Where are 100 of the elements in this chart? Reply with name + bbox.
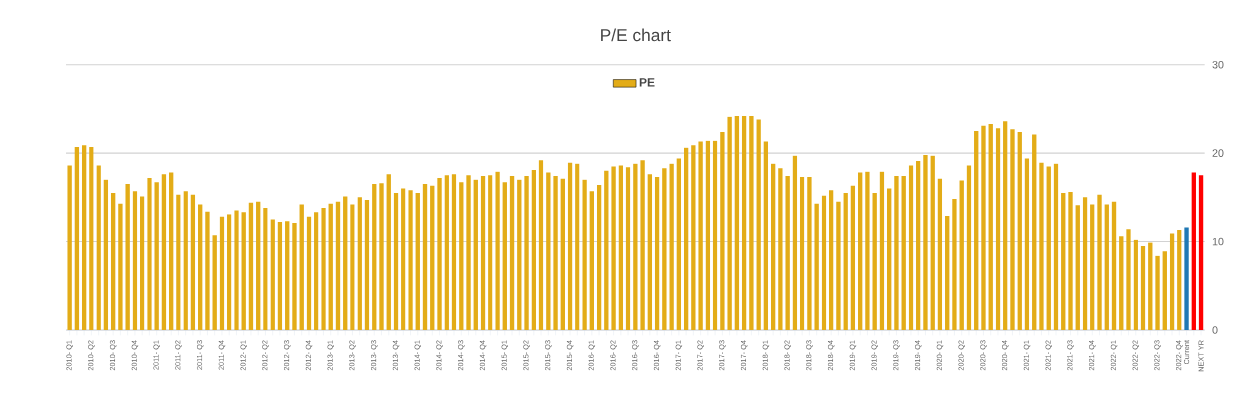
- bar: [198, 204, 203, 330]
- bar: [966, 165, 972, 330]
- bar: [959, 180, 964, 330]
- legend-label: PE: [639, 78, 655, 87]
- bar: [1010, 129, 1015, 330]
- bar: [451, 174, 457, 330]
- bar: [1032, 134, 1037, 330]
- bar: [1119, 236, 1124, 330]
- bar: [981, 125, 986, 330]
- y-tick-label: 0: [1212, 326, 1218, 334]
- bar: [1090, 204, 1095, 330]
- bar: [1017, 131, 1022, 330]
- bar: [1003, 121, 1008, 330]
- bar: [582, 179, 587, 330]
- bar: [321, 207, 326, 330]
- bar: [618, 165, 624, 330]
- bar: [285, 221, 290, 330]
- bar: [118, 203, 123, 330]
- bar: [821, 195, 827, 330]
- bar: [538, 160, 544, 330]
- bar: [647, 174, 653, 330]
- bar: [1024, 158, 1030, 330]
- bar: [814, 203, 819, 330]
- bar: [408, 190, 413, 330]
- bar: [466, 175, 471, 330]
- bar: [509, 176, 515, 330]
- bar: [843, 192, 848, 330]
- bar: [792, 155, 798, 330]
- bar: [720, 131, 725, 330]
- bar: [306, 216, 312, 330]
- bar: [292, 222, 297, 330]
- bar: [712, 140, 718, 330]
- bar: [364, 199, 370, 330]
- bar: [698, 141, 703, 330]
- bar: [879, 171, 885, 330]
- bar: [169, 172, 174, 330]
- bar: [1184, 227, 1189, 330]
- bar: [865, 171, 870, 330]
- bar: [277, 222, 283, 330]
- bar: [894, 176, 899, 330]
- bar: [974, 131, 979, 330]
- bar: [589, 191, 594, 330]
- bar: [662, 168, 667, 330]
- bar: [161, 174, 167, 330]
- bar: [778, 168, 783, 330]
- bar: [241, 212, 246, 330]
- bar: [328, 203, 333, 330]
- bar: [669, 163, 674, 330]
- bar: [1053, 163, 1059, 330]
- bar: [444, 175, 449, 330]
- bar: [799, 176, 805, 330]
- bar: [335, 201, 341, 330]
- bar: [386, 174, 391, 330]
- bar: [219, 216, 225, 330]
- bar: [125, 184, 130, 330]
- bar: [147, 177, 152, 330]
- bar: [473, 179, 478, 330]
- y-tick-label: 30: [1212, 60, 1224, 69]
- bar: [1155, 255, 1160, 330]
- bar: [756, 119, 761, 330]
- bar: [741, 115, 747, 330]
- bar: [916, 161, 921, 330]
- bar: [1111, 201, 1117, 330]
- bar: [234, 210, 239, 330]
- bar: [887, 188, 892, 330]
- bar: [1191, 172, 1196, 330]
- bar: [850, 185, 856, 330]
- bar: [1126, 229, 1131, 330]
- bar: [633, 163, 638, 330]
- y-tick-label: 10: [1212, 237, 1224, 246]
- bar: [154, 182, 159, 330]
- bar: [205, 211, 210, 330]
- bar: [734, 115, 740, 330]
- bar: [625, 167, 631, 330]
- bar: [343, 196, 348, 330]
- bar: [908, 165, 914, 330]
- bar: [415, 192, 420, 330]
- bar: [763, 141, 769, 330]
- bar: [517, 179, 522, 330]
- bar: [110, 192, 116, 330]
- bar: [901, 176, 906, 330]
- bar: [74, 146, 80, 330]
- bar: [299, 204, 304, 330]
- bar: [139, 196, 145, 330]
- bar: [567, 162, 573, 330]
- bar: [1140, 245, 1146, 330]
- bar: [749, 115, 754, 330]
- bar: [393, 192, 399, 330]
- y-tick-label: 20: [1212, 149, 1224, 157]
- bar: [212, 235, 217, 330]
- bar: [495, 171, 500, 330]
- bar: [67, 165, 72, 330]
- bar: [575, 163, 580, 330]
- bar: [103, 179, 109, 330]
- bar: [930, 155, 935, 330]
- bar: [531, 169, 536, 330]
- bar: [132, 191, 138, 330]
- bar: [553, 176, 558, 330]
- bar: [1162, 251, 1167, 330]
- bar: [379, 183, 384, 330]
